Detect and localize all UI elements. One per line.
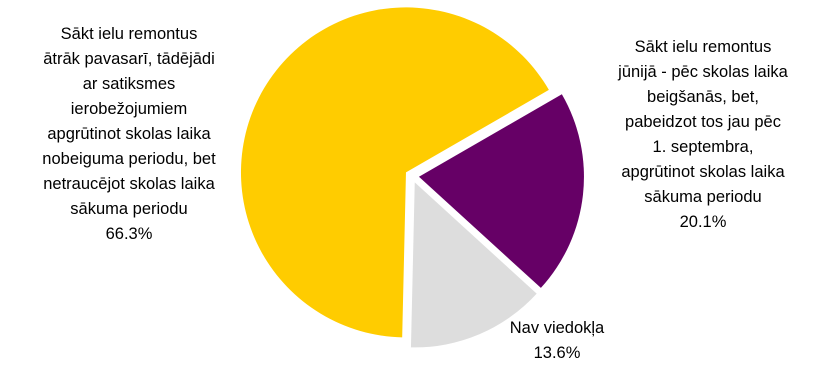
pie-slice-early-spring: [240, 7, 549, 338]
label-line: beigšanās, bet,: [647, 88, 759, 106]
label-line: Sākt ielu remontus: [634, 38, 772, 56]
label-line: netraucējot skolas laika: [43, 175, 215, 193]
slice-value-label: 13.6%: [533, 344, 581, 362]
pie-slice-june: [418, 94, 584, 288]
slice-label-early-spring: Sākt ielu remontus ātrāk pavasarī, tādēj…: [0, 22, 258, 247]
slice-value-label: 20.1%: [679, 213, 727, 231]
label-line: 1. septembra,: [652, 138, 754, 156]
label-line: sākuma periodu: [644, 188, 762, 206]
slice-label-no-opinion: Nav viedokļa 13.6%: [492, 316, 622, 366]
label-line: apgrūtinot skolas laika: [47, 125, 211, 143]
slice-label-june: Sākt ielu remontus jūnijā - pēc skolas l…: [578, 35, 828, 235]
label-line: nobeiguma periodu, bet: [42, 150, 216, 168]
label-line: ātrāk pavasarī, tādējādi: [43, 50, 215, 68]
label-line: apgrūtinot skolas laika: [621, 163, 785, 181]
label-line: Nav viedokļa: [509, 319, 605, 337]
label-line: jūnijā - pēc skolas laika: [618, 63, 788, 81]
label-line: Sākt ielu remontus: [60, 25, 198, 43]
pie-slice-no-opinion: [410, 182, 537, 348]
label-line: ierobežojumiem: [70, 100, 188, 118]
label-line: ar satiksmes: [82, 75, 176, 93]
label-line: pabeidzot tos jau pēc: [625, 113, 781, 131]
label-line: sākuma periodu: [70, 200, 188, 218]
slice-value-label: 66.3%: [105, 225, 153, 243]
